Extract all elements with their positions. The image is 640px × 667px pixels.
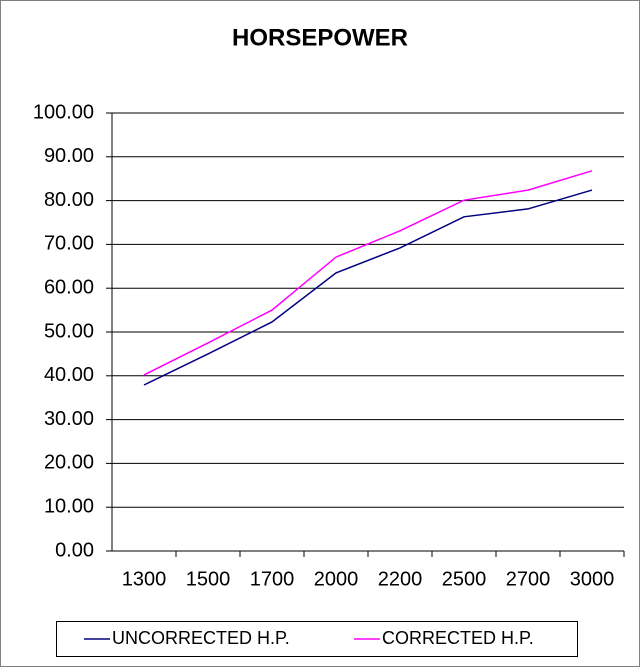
legend-label: CORRECTED H.P. [382, 628, 534, 648]
y-tick-label: 60.00 [44, 276, 94, 298]
y-tick-label: 100.00 [33, 101, 94, 123]
y-tick-label: 0.00 [55, 539, 94, 561]
y-tick-label: 20.00 [44, 452, 94, 474]
y-tick-label: 10.00 [44, 495, 94, 517]
x-tick-label: 3000 [570, 568, 615, 590]
legend-box [56, 621, 578, 657]
y-tick-label: 30.00 [44, 408, 94, 430]
y-tick-label: 50.00 [44, 320, 94, 342]
y-tick-label: 80.00 [44, 189, 94, 211]
y-tick-label: 90.00 [44, 145, 94, 167]
x-tick-label: 1300 [122, 568, 167, 590]
x-tick-label: 2700 [506, 568, 551, 590]
x-tick-label: 2000 [314, 568, 359, 590]
x-tick-label: 1700 [250, 568, 295, 590]
x-tick-label: 1500 [186, 568, 231, 590]
series-line [143, 189, 593, 386]
y-tick-label: 40.00 [44, 364, 94, 386]
series-line [143, 170, 593, 376]
y-tick-label: 70.00 [44, 233, 94, 255]
chart-title: HORSEPOWER [232, 24, 408, 51]
x-tick-label: 2500 [442, 568, 487, 590]
legend-label: UNCORRECTED H.P. [112, 628, 290, 648]
x-tick-label: 2200 [378, 568, 423, 590]
